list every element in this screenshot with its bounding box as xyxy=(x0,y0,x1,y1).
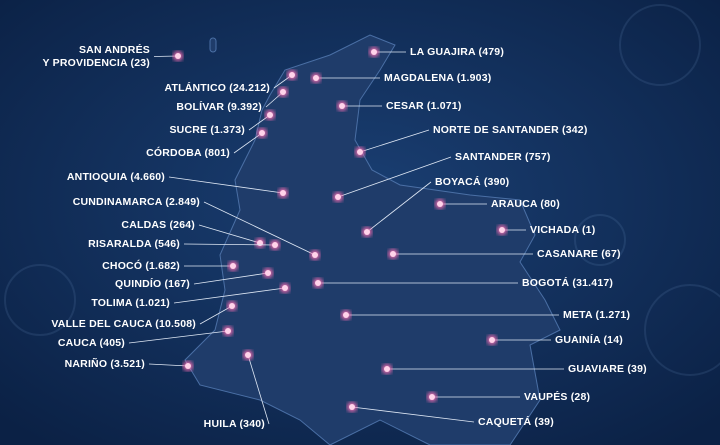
department-label: VALLE DEL CAUCA (10.508) xyxy=(51,318,196,330)
leader-line xyxy=(351,406,475,423)
leader-line xyxy=(337,156,452,198)
leader-line xyxy=(173,287,286,304)
department-label: NARIÑO (3.521) xyxy=(65,357,145,370)
leader-line xyxy=(148,363,189,367)
marker xyxy=(343,312,349,318)
marker xyxy=(390,251,396,257)
marker xyxy=(499,227,505,233)
department-label: CALDAS (264) xyxy=(121,219,195,231)
marker xyxy=(229,303,235,309)
leader-line xyxy=(128,330,229,344)
department-label: CESAR (1.071) xyxy=(386,100,462,112)
marker xyxy=(313,75,319,81)
marker xyxy=(312,252,318,258)
leader-line xyxy=(366,181,432,233)
department-label: ARAUCA (80) xyxy=(491,198,560,210)
leader-line xyxy=(198,224,261,244)
marker xyxy=(315,280,321,286)
marker xyxy=(259,130,265,136)
department-label: SUCRE (1.373) xyxy=(169,124,245,136)
department-label: LA GUAJIRA (479) xyxy=(410,46,504,58)
leader-line xyxy=(193,272,269,285)
marker xyxy=(175,53,181,59)
department-label: GUAVIARE (39) xyxy=(568,363,647,375)
marker xyxy=(335,194,341,200)
leader-line xyxy=(183,243,276,246)
marker xyxy=(225,328,231,334)
leader-line xyxy=(359,129,430,153)
marker xyxy=(489,337,495,343)
department-label: SANTANDER (757) xyxy=(455,151,551,163)
department-label: ANTIOQUIA (4.660) xyxy=(67,171,165,183)
department-label: TOLIMA (1.021) xyxy=(91,297,170,309)
island xyxy=(209,37,217,53)
marker xyxy=(339,103,345,109)
marker xyxy=(265,270,271,276)
department-label: CASANARE (67) xyxy=(537,248,621,260)
marker xyxy=(349,404,355,410)
marker xyxy=(185,363,191,369)
leader-line xyxy=(199,305,233,325)
marker xyxy=(437,201,443,207)
department-label: CUNDINAMARCA (2.849) xyxy=(73,196,200,208)
marker xyxy=(429,394,435,400)
leader-line xyxy=(247,354,270,425)
marker xyxy=(267,112,273,118)
department-label: CAQUETÁ (39) xyxy=(478,415,554,428)
leader-line xyxy=(168,176,284,194)
department-label: HUILA (340) xyxy=(204,418,265,430)
marker xyxy=(272,242,278,248)
department-label: META (1.271) xyxy=(563,309,630,321)
department-label: VAUPÉS (28) xyxy=(524,390,590,403)
department-label: BOGOTÁ (31.417) xyxy=(522,276,613,289)
department-label: VICHADA (1) xyxy=(530,224,595,236)
department-label: BOLÍVAR (9.392) xyxy=(176,100,262,113)
marker xyxy=(280,89,286,95)
marker xyxy=(364,229,370,235)
marker xyxy=(280,190,286,196)
marker xyxy=(357,149,363,155)
marker xyxy=(230,263,236,269)
marker xyxy=(371,49,377,55)
department-label: CHOCÓ (1.682) xyxy=(102,259,180,272)
colombia-silhouette xyxy=(184,34,561,445)
department-label: CÓRDOBA (801) xyxy=(146,146,230,159)
marker xyxy=(282,285,288,291)
marker xyxy=(289,72,295,78)
leader-line xyxy=(233,132,263,154)
department-label: GUAINÍA (14) xyxy=(555,333,623,346)
marker xyxy=(245,352,251,358)
leader-line xyxy=(203,201,316,256)
marker xyxy=(384,366,390,372)
department-label: Y PROVIDENCIA (23) xyxy=(43,57,150,69)
department-label: BOYACÁ (390) xyxy=(435,175,509,188)
virus-decoration xyxy=(4,4,720,376)
department-label: CAUCA (405) xyxy=(58,337,125,349)
department-label: SAN ANDRÉS xyxy=(79,43,150,56)
department-label: RISARALDA (546) xyxy=(88,238,180,250)
department-label: NORTE DE SANTANDER (342) xyxy=(433,124,588,136)
department-label: MAGDALENA (1.903) xyxy=(384,72,491,84)
department-label: QUINDÍO (167) xyxy=(115,277,190,290)
department-label: ATLÁNTICO (24.212) xyxy=(164,81,270,94)
